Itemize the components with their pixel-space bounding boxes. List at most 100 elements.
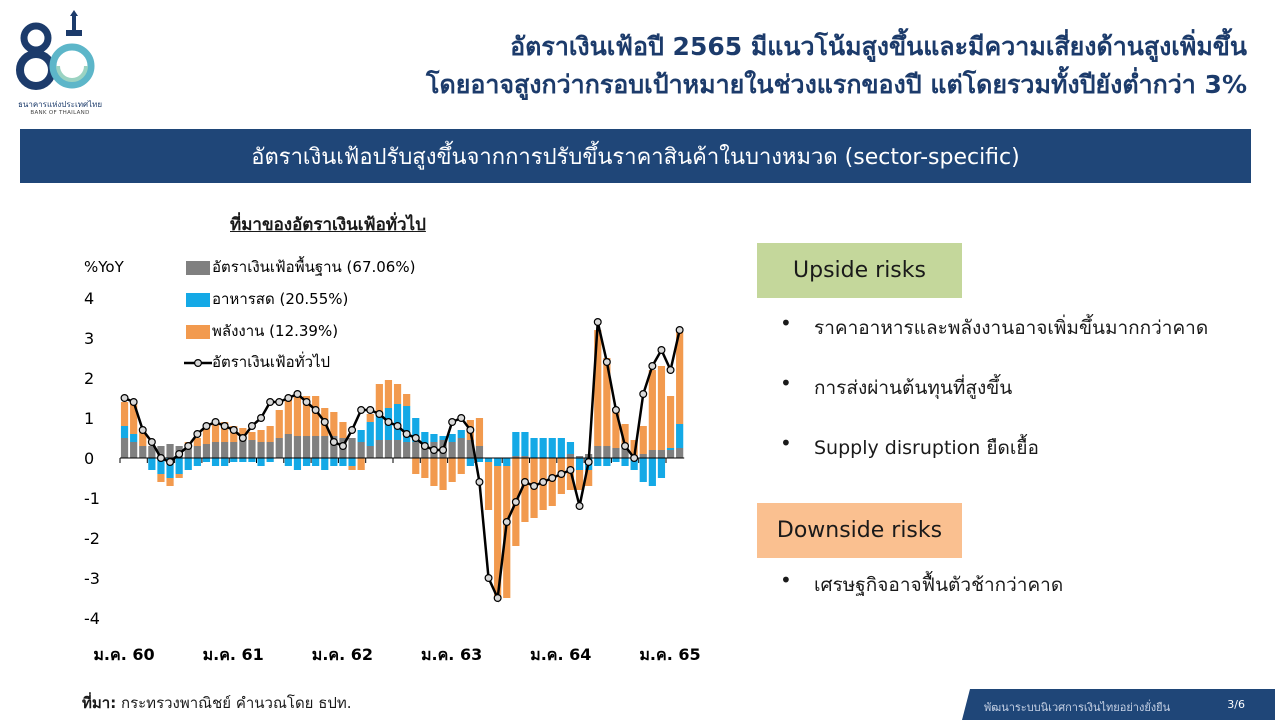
headline-inflation-point <box>129 398 138 407</box>
headline-inflation-point <box>457 414 466 423</box>
fresh-food-bar <box>530 438 538 458</box>
headline-inflation-point <box>593 318 602 327</box>
source-label: ที่มา: <box>82 694 117 712</box>
chart-legend: อัตราเงินเฟ้อพื้นฐาน (67.06%) อาหารสด (20… <box>184 256 415 371</box>
fresh-food-bar <box>521 432 529 456</box>
energy-bar <box>393 384 402 404</box>
fresh-food-bar <box>211 458 220 466</box>
fresh-food-bar <box>621 458 629 466</box>
headline-inflation-point <box>630 454 639 463</box>
fresh-food-bar <box>339 458 347 466</box>
page-number: 3/6 <box>1227 698 1245 711</box>
energy-bar <box>357 458 365 470</box>
footer-tagline: พัฒนาระบบนิเวศการเงินไทยอย่างยั่งยืน <box>984 701 1171 714</box>
y-tick-label: -3 <box>84 569 100 588</box>
upside-risk-item: Supply disruption ยืดเยื้อ <box>780 431 1208 463</box>
headline-inflation-point <box>557 470 566 479</box>
headline-inflation-point <box>220 422 229 431</box>
headline-inflation-point <box>284 394 293 403</box>
anniversary-emblem-icon <box>16 10 95 90</box>
energy-bar <box>348 466 356 470</box>
fresh-food-bar <box>239 458 247 462</box>
fresh-food-bar <box>366 422 374 446</box>
energy-bar <box>639 426 647 454</box>
y-tick-label: -4 <box>84 609 100 628</box>
fresh-food-bar <box>284 458 292 466</box>
headline-inflation-point <box>320 418 329 427</box>
headline-inflation-point <box>147 438 156 447</box>
headline-inflation-point <box>238 434 247 443</box>
fresh-food-bar <box>603 458 611 466</box>
energy-bar <box>221 422 229 442</box>
core-inflation-bar <box>257 442 265 458</box>
core-inflation-bar <box>448 442 456 458</box>
core-inflation-bar <box>594 446 602 458</box>
headline-inflation-point <box>375 410 384 419</box>
x-tick-label: ม.ค. 60 <box>93 645 154 664</box>
y-axis-label: %YoY <box>84 258 125 276</box>
core-inflation-bar <box>403 442 411 458</box>
energy-bar <box>475 418 484 446</box>
core-inflation-bar <box>184 446 192 458</box>
core-inflation-bar <box>566 454 575 458</box>
headline-inflation-point <box>530 482 539 491</box>
core-inflation-bar <box>657 450 666 458</box>
fresh-food-bar <box>512 432 520 456</box>
upside-risks-heading: Upside risks <box>757 243 962 298</box>
core-inflation-bar <box>221 442 229 458</box>
x-tick-labels: ม.ค. 60 ม.ค. 61 ม.ค. 62 ม.ค. 63 ม.ค. 64 ม.ค. … <box>93 645 700 664</box>
headline-inflation-point <box>338 442 347 451</box>
headline-inflation-point <box>420 442 429 451</box>
fresh-food-bar <box>448 434 456 442</box>
core-inflation-bar <box>457 438 465 458</box>
core-inflation-bar <box>603 446 611 458</box>
energy-bar <box>384 380 393 408</box>
fresh-food-bar <box>393 404 402 440</box>
core-inflation-bar <box>466 440 474 458</box>
energy-bar <box>403 394 411 406</box>
energy-bar <box>494 466 502 598</box>
energy-bar <box>421 458 429 478</box>
headline-inflation-point <box>439 446 448 455</box>
core-inflation-bar <box>166 444 174 458</box>
core-inflation-bar <box>275 438 283 458</box>
x-tick-label: ม.ค. 64 <box>530 645 591 664</box>
legend-swatch <box>186 261 210 275</box>
fresh-food-bar <box>403 406 411 442</box>
core-inflation-bar <box>284 434 292 458</box>
headline-inflation-point <box>184 442 193 451</box>
fresh-food-bar <box>184 458 192 470</box>
y-tick-label: -2 <box>84 529 100 548</box>
energy-bar <box>175 474 183 478</box>
energy-bar <box>193 438 201 446</box>
headline-inflation-point <box>484 574 493 583</box>
fresh-food-bar <box>248 458 256 462</box>
core-inflation-bar <box>639 454 647 458</box>
energy-bar <box>211 422 220 442</box>
legend-swatch <box>186 293 210 307</box>
fresh-food-bar <box>594 458 602 466</box>
core-inflation-bar <box>321 436 329 458</box>
headline-inflation-point <box>120 394 129 403</box>
upside-risk-item: ราคาอาหารและพลังงานอาจเพิ่มขึ้นมากกว่าคา… <box>780 311 1208 343</box>
core-inflation-bar <box>248 440 256 458</box>
fresh-food-bar <box>130 434 138 442</box>
core-inflation-bar <box>211 442 220 458</box>
fresh-food-bar <box>630 458 638 470</box>
fresh-food-bar <box>457 430 465 438</box>
energy-bar <box>666 396 675 448</box>
fresh-food-bar <box>412 418 420 442</box>
core-inflation-bar <box>648 450 656 458</box>
fresh-food-bar <box>348 458 356 466</box>
core-inflation-bar <box>120 438 129 458</box>
fresh-food-bar <box>175 458 183 474</box>
fresh-food-bar <box>357 430 365 442</box>
headline-inflation-point <box>402 430 411 439</box>
energy-bar <box>648 370 656 450</box>
core-inflation-bar <box>612 448 620 458</box>
energy-bar <box>302 396 311 436</box>
upside-risk-list: ราคาอาหารและพลังงานอาจเพิ่มขึ้นมากกว่าคา… <box>780 311 1208 493</box>
fresh-food-bar <box>676 424 684 448</box>
energy-bar <box>439 458 447 490</box>
headline-inflation-point <box>466 426 475 435</box>
